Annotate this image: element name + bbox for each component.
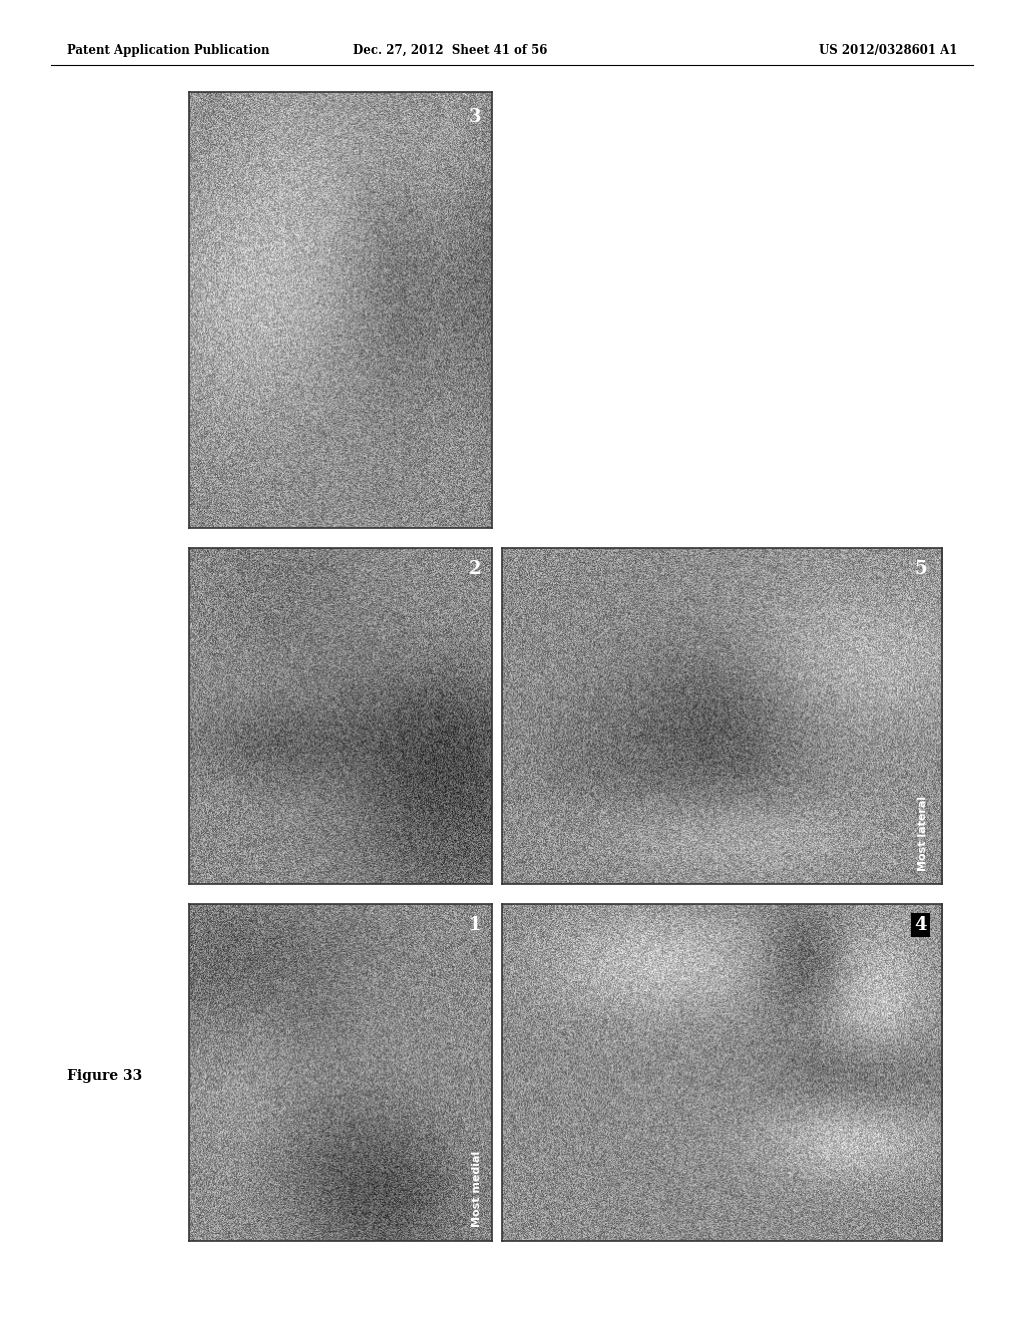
Text: Most medial: Most medial xyxy=(472,1151,482,1228)
Text: Figure 33: Figure 33 xyxy=(67,1069,141,1082)
Text: 3: 3 xyxy=(468,108,481,125)
Text: 4: 4 xyxy=(914,916,927,935)
Text: US 2012/0328601 A1: US 2012/0328601 A1 xyxy=(819,44,957,57)
Text: 2: 2 xyxy=(468,560,481,578)
Text: Patent Application Publication: Patent Application Publication xyxy=(67,44,269,57)
Text: Dec. 27, 2012  Sheet 41 of 56: Dec. 27, 2012 Sheet 41 of 56 xyxy=(353,44,548,57)
Text: Most lateral: Most lateral xyxy=(918,796,928,871)
Text: 1: 1 xyxy=(468,916,481,935)
Text: 5: 5 xyxy=(914,560,927,578)
